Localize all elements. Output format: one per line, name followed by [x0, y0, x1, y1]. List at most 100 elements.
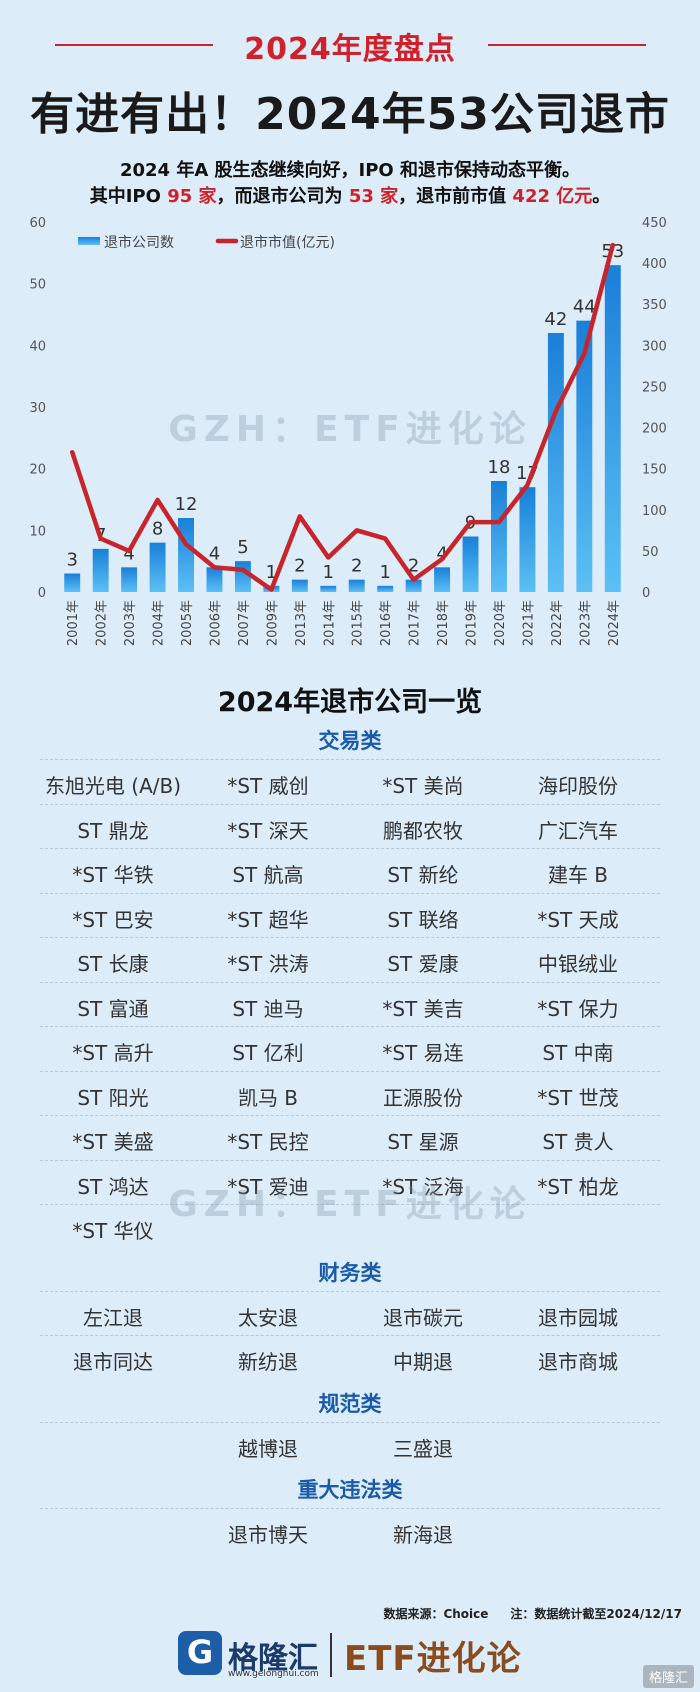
- line-point: [213, 566, 215, 568]
- bar-value-label: 3: [66, 550, 77, 571]
- line-point: [100, 538, 102, 540]
- bar: [405, 579, 422, 592]
- bar: [576, 320, 593, 592]
- line-series-market-value: [69, 242, 616, 592]
- company-name: *ST 美盛: [72, 1130, 154, 1154]
- company-name: 凯马 B: [237, 1085, 299, 1110]
- x-tick-label: 2019年: [465, 600, 480, 646]
- company-name: *ST 巴安: [72, 907, 154, 932]
- company-name: 退市博天: [228, 1523, 308, 1547]
- company-name: *ST 保力: [537, 996, 619, 1021]
- line-point: [71, 451, 73, 453]
- x-tick-label: 2009年: [265, 600, 280, 646]
- sub2-part-b: ，而退市公司为: [216, 186, 349, 207]
- x-tick-label: 2005年: [180, 600, 195, 646]
- list-row: 越博退 三盛退: [40, 1421, 660, 1467]
- brand-url: www.gelonghui.com: [228, 1669, 319, 1679]
- company-name: *ST 易连: [382, 1041, 464, 1065]
- company-name: 广汇汽车: [538, 818, 618, 843]
- list-title: 2024年退市公司一览: [217, 687, 483, 718]
- y-left-tick-label: 40: [29, 339, 46, 354]
- line-point: [327, 556, 329, 558]
- company-name: ST 爱康: [387, 952, 459, 976]
- x-tick-label: 2004年: [152, 600, 167, 646]
- list-row: 退市博天 新海退: [40, 1508, 660, 1553]
- footnote: 数据来源：Choice 注：数据统计截至2024/12/17: [383, 1605, 682, 1622]
- brand-bar: 格隆汇 www.gelonghui.com ETF进化论: [0, 1625, 700, 1685]
- line-point: [157, 499, 159, 501]
- brand-divider: [330, 1633, 332, 1677]
- subtitle-line-2: 其中IPO 95 家，而退市公司为 53 家，退市前市值 422 亿元。: [0, 182, 700, 208]
- company-name: *ST 天成: [537, 907, 619, 932]
- company-name: 退市商城: [538, 1350, 618, 1374]
- x-tick-label: 2014年: [322, 600, 337, 646]
- company-name: ST 亿利: [232, 1041, 304, 1065]
- x-tick-label: 2024年: [607, 600, 622, 646]
- company-name: *ST 世茂: [537, 1085, 619, 1110]
- line-point: [526, 484, 528, 486]
- watermark-chart: GZH：ETF进化论: [168, 409, 532, 450]
- company-name: 退市碳元: [383, 1305, 463, 1330]
- bar-value-label: 44: [573, 297, 596, 318]
- bar-value-label: 1: [266, 562, 277, 583]
- line-point: [612, 244, 614, 246]
- company-name: 新纺退: [238, 1350, 298, 1374]
- y-left-tick-label: 0: [38, 586, 46, 601]
- bar-value-label: 1: [379, 562, 390, 583]
- delist-value: 422 亿元: [512, 186, 593, 207]
- delisting-chart: 0 10 20 30 40 50 60 0 50 100 150 200 250 300 350 400 450…: [29, 216, 667, 646]
- y-left-tick-label: 30: [29, 401, 46, 416]
- x-tick-label: 2022年: [550, 600, 565, 646]
- bar: [547, 333, 564, 592]
- list-row: ST 鼎龙 *ST 深天 鹏都农牧 广汇汽车: [40, 803, 660, 849]
- bar: [206, 567, 223, 592]
- x-tick-label: 2016年: [379, 600, 394, 646]
- line-point: [299, 515, 301, 517]
- sub2-part-c: ，退市前市值: [398, 186, 513, 207]
- y-left-tick-label: 20: [29, 463, 46, 478]
- list-row: *ST 华铁 ST 航高 ST 新纶 建车 B: [40, 848, 660, 893]
- brand-name: 格隆汇: [228, 1641, 318, 1676]
- line-point: [555, 410, 557, 412]
- company-name: 中期退: [393, 1350, 453, 1374]
- bar: [434, 567, 451, 592]
- list-row: 左江退 太安退 退市碳元 退市园城: [40, 1290, 660, 1336]
- company-name: *ST 深天: [227, 818, 309, 843]
- bar: [377, 585, 394, 592]
- bar: [491, 481, 507, 592]
- line-point: [384, 538, 386, 540]
- bar: [604, 265, 621, 592]
- list-row: 东旭光电 (A/B) *ST 威创 *ST 美尚 海印股份: [40, 759, 660, 804]
- line-point: [413, 579, 415, 581]
- top-tag: 2024年度盘点: [0, 22, 700, 67]
- y-left-tick-label: 50: [29, 278, 46, 293]
- company-name: *ST 泛海: [382, 1174, 464, 1199]
- data-source: 数据来源：Choice: [383, 1607, 489, 1621]
- etf-brand: ETF进化论: [344, 1639, 522, 1679]
- sub2-part-d: 。: [592, 186, 611, 207]
- company-name: ST 新纶: [387, 863, 459, 887]
- company-name: 新海退: [393, 1523, 453, 1547]
- line-point: [185, 543, 187, 545]
- company-name: ST 中南: [542, 1041, 614, 1065]
- bar: [121, 567, 138, 592]
- list-row: *ST 高升 ST 亿利 *ST 易连 ST 中南: [40, 1026, 660, 1071]
- y-left-tick-label: 10: [29, 524, 46, 539]
- bar-value-label: 4: [123, 543, 134, 564]
- company-name: *ST 华铁: [72, 863, 154, 887]
- subtitle-line-1: 2024 年A 股生态继续向好，IPO 和退市保持动态平衡。: [119, 160, 581, 181]
- x-tick-label: 2003年: [123, 600, 138, 646]
- list-row: ST 鸿达 *ST 爱迪 *ST 泛海 *ST 柏龙: [40, 1159, 660, 1205]
- line-point: [583, 353, 585, 355]
- x-tick-label: 2013年: [294, 600, 309, 646]
- y-right-tick-label: 450: [642, 216, 667, 231]
- legend-bar-label: 退市公司数: [104, 234, 174, 251]
- company-name: ST 星源: [387, 1130, 459, 1154]
- company-name: ST 鸿达: [77, 1174, 149, 1199]
- company-name: 东旭光电 (A/B): [44, 774, 182, 798]
- company-name: 退市园城: [538, 1305, 618, 1330]
- y-right-tick-label: 350: [642, 298, 667, 313]
- sub2-part-a: 其中IPO: [89, 186, 168, 207]
- bar-value-label: 4: [436, 543, 447, 564]
- category-title: 规范类: [318, 1391, 382, 1416]
